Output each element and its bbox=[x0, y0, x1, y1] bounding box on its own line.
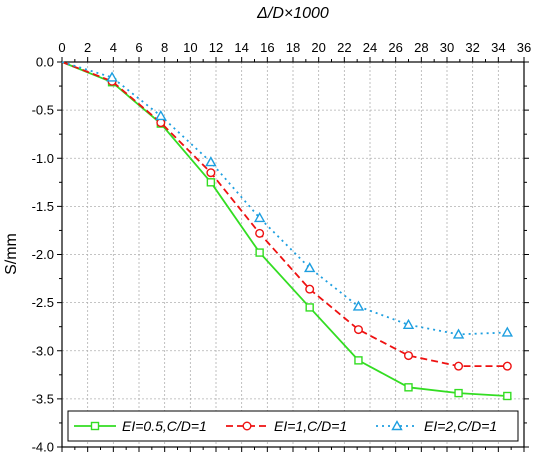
legend-swatch-marker bbox=[90, 421, 100, 431]
x-tick-label: 34 bbox=[491, 40, 505, 55]
x-tick-label: 4 bbox=[110, 40, 117, 55]
x-tick-label: 22 bbox=[337, 40, 351, 55]
y-tick-label: -3.5 bbox=[32, 391, 54, 406]
series-2 bbox=[61, 61, 512, 371]
series-3-point bbox=[303, 262, 316, 273]
series-1 bbox=[61, 61, 512, 401]
x-tick-label: 30 bbox=[440, 40, 454, 55]
series-layer bbox=[61, 61, 514, 401]
legend-swatch-marker bbox=[391, 420, 403, 431]
series-2-point bbox=[404, 351, 414, 361]
series-3-point bbox=[155, 109, 167, 121]
series-2-point bbox=[206, 168, 216, 178]
y-tick-label: -1.0 bbox=[32, 151, 54, 166]
legend-swatch-marker bbox=[242, 421, 252, 431]
series-3-point bbox=[352, 300, 365, 311]
x-tick-label: 14 bbox=[234, 40, 248, 55]
y-tick-label: -2.5 bbox=[32, 295, 54, 310]
series-1-point bbox=[206, 178, 216, 187]
series-2-point bbox=[305, 284, 315, 294]
grid-lines bbox=[62, 62, 524, 447]
series-2-point bbox=[454, 361, 464, 371]
legend: EI=0.5,C/D=1 EI=1,C/D=1 EI=2,C/D=1 bbox=[67, 410, 519, 442]
legend-entry-label: EI=1,C/D=1 bbox=[274, 418, 347, 434]
x-tick-label: 18 bbox=[286, 40, 300, 55]
series-1-point bbox=[255, 248, 264, 257]
series-1-point bbox=[404, 383, 413, 392]
series-2-line bbox=[61, 61, 508, 368]
series-3-point bbox=[452, 328, 465, 339]
series-3-line bbox=[61, 61, 508, 336]
y-axis-title: S/mm bbox=[3, 233, 20, 275]
y-tick-label: -1.5 bbox=[32, 199, 54, 214]
x-tick-label: 12 bbox=[209, 40, 223, 55]
series-1-point bbox=[305, 303, 314, 312]
x-tick-label: 6 bbox=[135, 40, 142, 55]
series-2-point bbox=[353, 325, 363, 335]
x-tick-label: 26 bbox=[388, 40, 402, 55]
x-tick-label: 8 bbox=[161, 40, 168, 55]
y-tick-label: -4.0 bbox=[32, 440, 54, 455]
y-tick-label: 0.0 bbox=[36, 55, 54, 70]
x-tick-label: 16 bbox=[260, 40, 274, 55]
x-tick-label: 10 bbox=[183, 40, 197, 55]
x-tick-label: 28 bbox=[414, 40, 428, 55]
series-3-point bbox=[106, 71, 118, 82]
x-tick-label: 20 bbox=[311, 40, 325, 55]
x-axis: 0 2 4 6 8 10 12 14 16 18 20 22 24 26 28 30 32 34 36 bbox=[58, 40, 531, 452]
y-axis: 0.0 -0.5 -1.0 -1.5 -2.0 -2.5 -3.0 -3.5 -4.0 bbox=[32, 55, 529, 455]
series-3-point bbox=[205, 156, 217, 167]
series-1-point bbox=[354, 356, 363, 365]
x-tick-label: 24 bbox=[363, 40, 377, 55]
y-tick-label: -3.0 bbox=[32, 343, 54, 358]
legend-entry-label: EI=2,C/D=1 bbox=[424, 418, 497, 434]
series-3-point bbox=[501, 326, 514, 337]
x-tick-label: 0 bbox=[58, 40, 65, 55]
legend-entry-label: EI=0.5,C/D=1 bbox=[122, 418, 207, 434]
series-1-point bbox=[454, 388, 463, 398]
series-2-point bbox=[255, 228, 265, 238]
series-1-line bbox=[61, 61, 508, 397]
series-3-point bbox=[253, 211, 266, 223]
y-tick-label: -0.5 bbox=[32, 103, 54, 118]
legend-box bbox=[67, 410, 519, 442]
x-tick-label: 2 bbox=[84, 40, 91, 55]
series-2-point bbox=[502, 361, 512, 371]
x-axis-title: Δ/D×1000 bbox=[256, 5, 329, 22]
series-3-point bbox=[402, 318, 415, 329]
x-tick-label: 36 bbox=[517, 40, 531, 55]
series-1-point bbox=[503, 391, 512, 401]
series-3 bbox=[61, 61, 514, 339]
x-tick-label: 32 bbox=[465, 40, 479, 55]
y-tick-label: -2.0 bbox=[32, 247, 54, 262]
